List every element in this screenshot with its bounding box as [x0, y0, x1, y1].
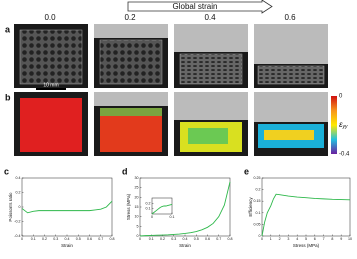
x-axis-label: Strain	[179, 243, 191, 248]
x-tick-label: 9	[340, 237, 342, 241]
data-line	[151, 203, 173, 215]
panel-label: a	[5, 24, 11, 34]
strain-label: 0.0	[44, 13, 56, 22]
strain-label: 0.6	[284, 13, 296, 22]
y-tick-label: 0.2	[256, 188, 261, 192]
y-tick-label: 0.1	[146, 207, 151, 211]
y-tick-label: 25	[135, 186, 139, 190]
y-tick-label: 15	[135, 205, 139, 209]
x-tick-label: 8	[331, 237, 333, 241]
x-tick-label: 0	[261, 237, 263, 241]
x-tick-label: 5	[305, 237, 307, 241]
header: Global strain	[173, 2, 218, 11]
colorbar	[331, 96, 337, 154]
x-tick-label: 2	[279, 237, 281, 241]
y-tick-label: 0.05	[254, 222, 261, 226]
x-tick-label: 1	[270, 237, 272, 241]
photo-row	[14, 24, 328, 88]
colorbar-max: 0	[339, 94, 343, 100]
y-tick-label: 0.1	[256, 211, 261, 215]
y-tick-label: 0	[19, 205, 21, 209]
x-tick-label: 0.5	[76, 237, 81, 241]
x-tick-label: 0	[151, 215, 153, 219]
panel-label: c	[4, 166, 9, 176]
plot-frame	[261, 177, 351, 237]
plot-frame	[21, 177, 113, 237]
x-tick-label: 0.6	[205, 237, 210, 241]
y-axis-label: Poisson's ratio	[8, 192, 13, 222]
data-line	[139, 181, 231, 237]
scale-bar-label: 10 mm	[43, 82, 58, 88]
y-tick-label: 0	[259, 234, 261, 238]
y-axis-label: Efficiency	[248, 197, 253, 217]
x-tick-label: 0.8	[228, 237, 233, 241]
y-tick-label: 10	[135, 215, 139, 219]
data-line	[261, 193, 351, 237]
y-tick-label: 0.15	[254, 199, 261, 203]
x-tick-label: 0.7	[216, 237, 221, 241]
x-tick-label: 6	[314, 237, 316, 241]
x-axis-label: Stress (MPa)	[293, 243, 320, 248]
y-axis-label: Stress (MPa)	[126, 193, 131, 220]
x-tick-label: 0	[21, 237, 23, 241]
x-tick-label: 4	[296, 237, 298, 241]
y-tick-label: 0.2	[16, 190, 21, 194]
x-tick-label: 0.3	[53, 237, 58, 241]
x-tick-label: 0.4	[65, 237, 70, 241]
y-tick-label: 0.4	[16, 176, 21, 180]
strain-arrow	[127, 0, 273, 14]
colorbar-symbol: εyy	[339, 120, 348, 130]
x-tick-label: 0.1	[31, 237, 36, 241]
y-tick-label: 0.25	[254, 176, 261, 180]
y-tick-label: 0.2	[146, 201, 151, 205]
panel-label: b	[5, 92, 11, 102]
strain-label: 0.2	[124, 13, 136, 22]
x-tick-label: 0.5	[194, 237, 199, 241]
y-tick-label: 20	[135, 195, 139, 199]
strain-label: 0.4	[204, 13, 216, 22]
x-tick-label: 0.2	[42, 237, 47, 241]
data-line	[21, 200, 113, 214]
y-tick-label: -0.4	[14, 234, 20, 238]
y-tick-label: 5	[137, 224, 139, 228]
panel-label: e	[244, 166, 249, 176]
x-tick-label: 0.1	[170, 215, 175, 219]
panel-label: d	[122, 166, 128, 176]
x-tick-label: 0.2	[160, 237, 165, 241]
strain-map-row	[14, 88, 328, 156]
x-tick-label: 0.7	[98, 237, 103, 241]
x-axis-label: Strain	[61, 243, 73, 248]
y-tick-label: 0	[137, 234, 139, 238]
colorbar-min: -0.4	[339, 152, 350, 158]
x-tick-label: 0	[139, 237, 141, 241]
x-tick-label: 0.3	[171, 237, 176, 241]
x-tick-label: 3	[287, 237, 289, 241]
x-tick-label: 7	[323, 237, 325, 241]
x-tick-label: 0.6	[87, 237, 92, 241]
x-tick-label: 0.8	[110, 237, 115, 241]
y-tick-label: -0.2	[14, 219, 20, 223]
x-tick-label: 10	[348, 237, 352, 241]
y-tick-label: 30	[135, 176, 139, 180]
x-tick-label: 0.1	[149, 237, 154, 241]
x-tick-label: 0.4	[183, 237, 188, 241]
